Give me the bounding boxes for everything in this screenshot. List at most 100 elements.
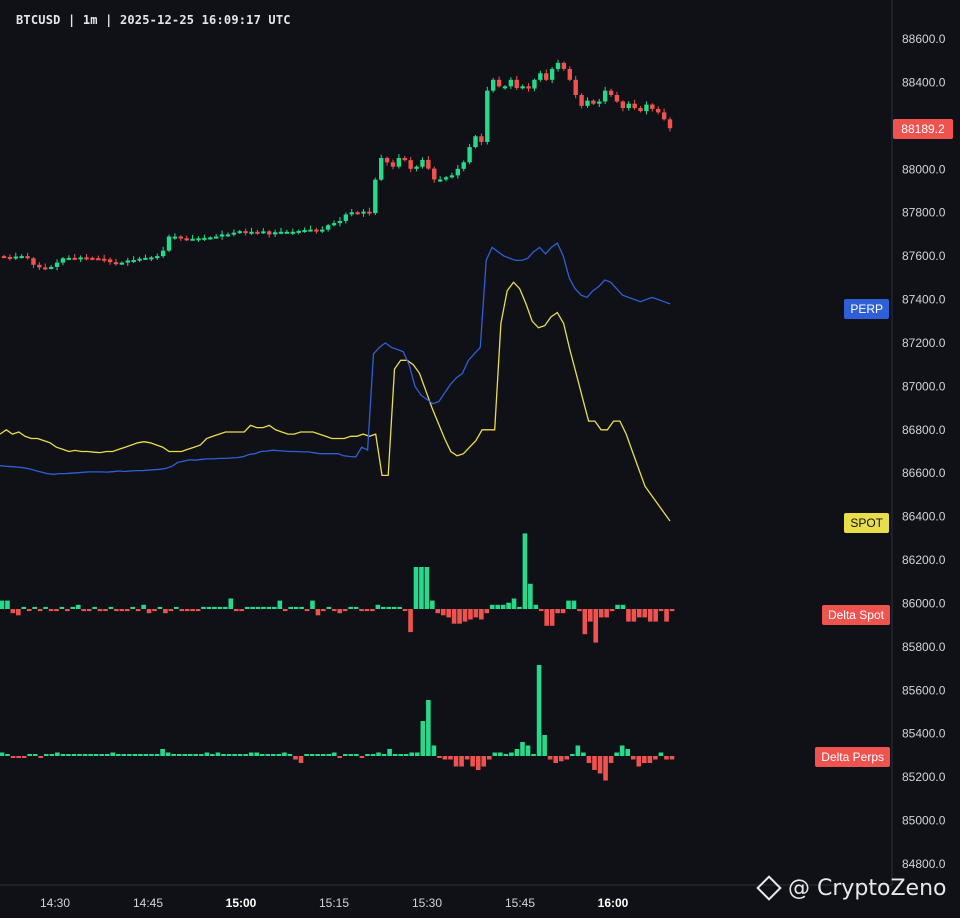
delta-perps-bar (426, 700, 431, 756)
delta-spot-bar (255, 606, 261, 609)
candle-body (650, 104, 655, 109)
candle-body (355, 212, 360, 215)
delta-perps-bar (237, 754, 243, 756)
delta-spot-bar (135, 609, 141, 612)
delta-perps-bar (597, 756, 603, 774)
candle-body (579, 95, 584, 106)
delta-spot-bar (484, 609, 490, 614)
candle-body (78, 257, 83, 260)
delta-perps-bar (77, 754, 82, 756)
spot-series-label: SPOT (844, 513, 889, 533)
candle-body (544, 73, 549, 80)
delta-spot-bar (266, 606, 272, 609)
perp-series-label: PERP (844, 299, 889, 319)
delta-perps-bar (248, 752, 254, 756)
delta-perps-bar (398, 754, 403, 756)
delta-perps-bar (160, 749, 165, 756)
delta-perps-bar (254, 752, 260, 756)
delta-spot-bar (468, 609, 473, 620)
delta-spot-bar (26, 609, 32, 612)
delta-spot-bar (544, 609, 550, 626)
delta-perps-bar (464, 756, 470, 760)
price-tick-label: 86200.0 (902, 553, 946, 567)
candle-body (13, 256, 18, 259)
candle-body (113, 262, 119, 265)
candle-body (402, 157, 407, 161)
delta-spot-bar (479, 609, 484, 620)
delta-spot-bar (299, 606, 304, 609)
delta-perps-bar (115, 754, 121, 756)
candle-body (72, 257, 77, 260)
delta-perps-bar (315, 754, 320, 756)
candle-body (349, 212, 354, 215)
delta-perps-bar (658, 752, 664, 756)
delta-perps-bar (337, 756, 343, 758)
candle-body (261, 231, 266, 234)
candle-body (467, 147, 472, 163)
time-tick-label: 16:00 (598, 896, 629, 910)
candle-body (473, 136, 478, 148)
delta-perps-bar (232, 754, 237, 756)
delta-spot-bar (124, 609, 130, 612)
delta-perps-bar (71, 754, 77, 756)
delta-spot-bar (370, 609, 375, 612)
delta-perps-bar (176, 754, 182, 756)
delta-perps-bar (132, 754, 138, 756)
delta-perps-bar (647, 756, 653, 763)
delta-perps-bar (298, 756, 304, 763)
delta-perps-bar (409, 752, 415, 756)
candle-body (66, 257, 72, 260)
delta-spot-bar (5, 600, 10, 609)
candle-body (119, 262, 125, 265)
candle-body (496, 79, 502, 87)
chart-title: BTCUSD | 1m | 2025-12-25 16:09:17 UTC (16, 13, 291, 27)
candle-body (555, 62, 561, 69)
candle-body (367, 211, 372, 214)
delta-spot-bar (620, 604, 626, 609)
delta-perps-bar (376, 752, 381, 756)
candle-body (331, 223, 337, 226)
price-tick-label: 86800.0 (902, 423, 946, 437)
delta-perps-bar (420, 721, 426, 756)
candle-body (202, 237, 207, 240)
candle-body (526, 86, 531, 89)
time-tick-label: 15:15 (319, 896, 349, 910)
delta-spot-bar (419, 567, 424, 609)
delta-spot-bar (157, 606, 163, 609)
candle-body (54, 262, 60, 267)
candle-body (37, 264, 42, 268)
candle-body (408, 160, 413, 169)
delta-spot-bar (108, 606, 114, 609)
delta-spot-bar (141, 604, 146, 609)
candle-body (308, 229, 313, 232)
price-tick-label: 88000.0 (902, 162, 946, 176)
delta-spot-bar (408, 609, 413, 633)
delta-spot-bar (582, 609, 588, 635)
candle-body (125, 260, 130, 263)
delta-spot-bar (451, 609, 457, 624)
delta-perps-bar (642, 756, 647, 763)
delta-perps-bar (320, 754, 326, 756)
delta-spot-bar (386, 606, 392, 609)
candle-body (614, 95, 620, 102)
delta-perps-bar (414, 752, 420, 756)
delta-perps-bar (226, 754, 232, 756)
delta-perps-bar (66, 754, 71, 756)
candle-body (561, 62, 567, 69)
candle-body (455, 168, 461, 176)
delta-perps-bar (509, 752, 514, 756)
delta-spot-bar (168, 609, 174, 612)
delta-spot-bar (201, 606, 206, 609)
delta-spot-bar (538, 609, 544, 612)
candle-body (390, 162, 396, 167)
delta-spot-bar (462, 609, 468, 622)
delta-spot-bar (381, 606, 386, 609)
time-tick-label: 14:30 (40, 896, 70, 910)
price-tick-label: 86400.0 (902, 510, 946, 524)
time-tick-label: 15:00 (226, 896, 257, 910)
time-tick-label: 15:30 (412, 896, 442, 910)
candle-body (208, 237, 213, 240)
candle-body (414, 166, 419, 169)
candle-body (667, 119, 673, 129)
delta-spot-bar (54, 609, 59, 612)
